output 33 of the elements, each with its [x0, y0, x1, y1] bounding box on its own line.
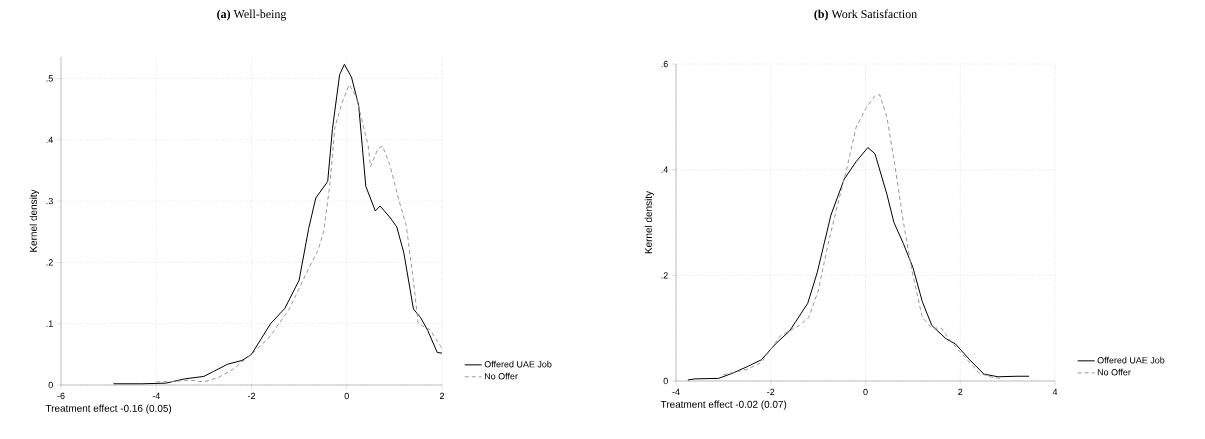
y-tick-label: .2: [46, 259, 53, 266]
y-tick-label: .1: [46, 320, 53, 327]
legend-label: Offered UAE Job: [484, 360, 552, 368]
x-axis-title: Treatment effect -0.02 (0.07): [660, 400, 787, 410]
x-tick-label: 0: [344, 392, 349, 400]
x-tick-label: -4: [152, 392, 160, 399]
x-tick-label: -2: [247, 392, 256, 400]
y-tick-label: .3: [46, 197, 53, 205]
x-tick-label: 2: [958, 388, 963, 396]
y-tick-label: 0: [663, 377, 668, 385]
chart-title: (b) Work Satisfaction: [814, 9, 917, 21]
y-tick-label: .4: [661, 166, 668, 173]
line-series: [112, 63, 442, 385]
y-axis-title: Kernel density: [644, 190, 654, 254]
x-axis-title: Treatment effect -0.16 (0.05): [45, 404, 172, 414]
legend-label: No Offer: [1097, 368, 1131, 376]
x-tick-label: -4: [672, 388, 680, 395]
y-tick-label: 0: [48, 381, 53, 389]
legend-label: Offered UAE Job: [1097, 356, 1165, 364]
y-axis-title: Kernel density: [29, 189, 39, 252]
x-tick-label: -2: [767, 388, 775, 396]
chart-title: (a) Well-being: [217, 9, 287, 21]
x-tick-label: 0: [863, 388, 868, 396]
x-tick-label: -6: [57, 392, 65, 400]
line-series: [155, 84, 442, 383]
line-series: [687, 146, 1030, 381]
y-tick-label: .4: [46, 136, 53, 143]
y-tick-label: .6: [661, 60, 668, 68]
legend-label: No Offer: [484, 372, 518, 380]
x-tick-label: 2: [439, 392, 445, 400]
y-tick-label: .2: [661, 272, 668, 279]
x-tick-label: 4: [1052, 388, 1058, 395]
y-tick-label: .5: [46, 75, 53, 82]
